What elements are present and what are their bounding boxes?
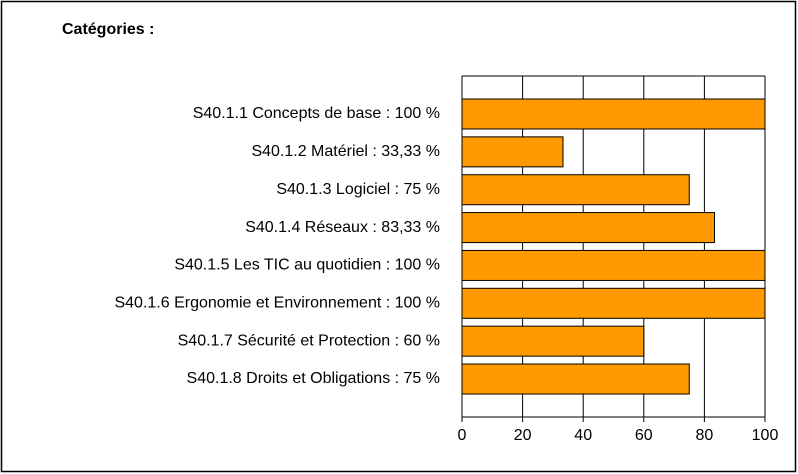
y-tick-label: S40.1.7 Sécurité et Protection : 60 % <box>178 332 440 349</box>
bar <box>461 287 766 319</box>
y-tick-label: S40.1.4 Réseaux : 83,33 % <box>245 219 440 236</box>
x-tick-label: 100 <box>752 427 779 444</box>
x-tick-label: 40 <box>574 427 592 444</box>
bar <box>461 249 766 281</box>
x-tick-label: 80 <box>696 427 714 444</box>
chart-title: Catégories : <box>62 21 154 38</box>
x-tick-label: 60 <box>635 427 653 444</box>
y-tick-label: S40.1.5 Les TIC au quotidien : 100 % <box>174 257 440 274</box>
bar <box>461 325 645 357</box>
bar <box>461 174 690 206</box>
y-tick-label: S40.1.2 Matériel : 33,33 % <box>251 143 440 160</box>
y-tick-label: S40.1.6 Ergonomie et Environnement : 100… <box>114 295 440 312</box>
x-tick-label: 0 <box>458 427 467 444</box>
bar <box>461 212 715 244</box>
y-tick-label: S40.1.1 Concepts de base : 100 % <box>193 105 440 122</box>
bar <box>461 98 766 130</box>
y-tick-label: S40.1.8 Droits et Obligations : 75 % <box>187 370 440 387</box>
x-tick-label: 20 <box>514 427 532 444</box>
bar <box>461 363 690 395</box>
bar <box>461 136 564 168</box>
y-tick-label: S40.1.3 Logiciel : 75 % <box>276 181 440 198</box>
